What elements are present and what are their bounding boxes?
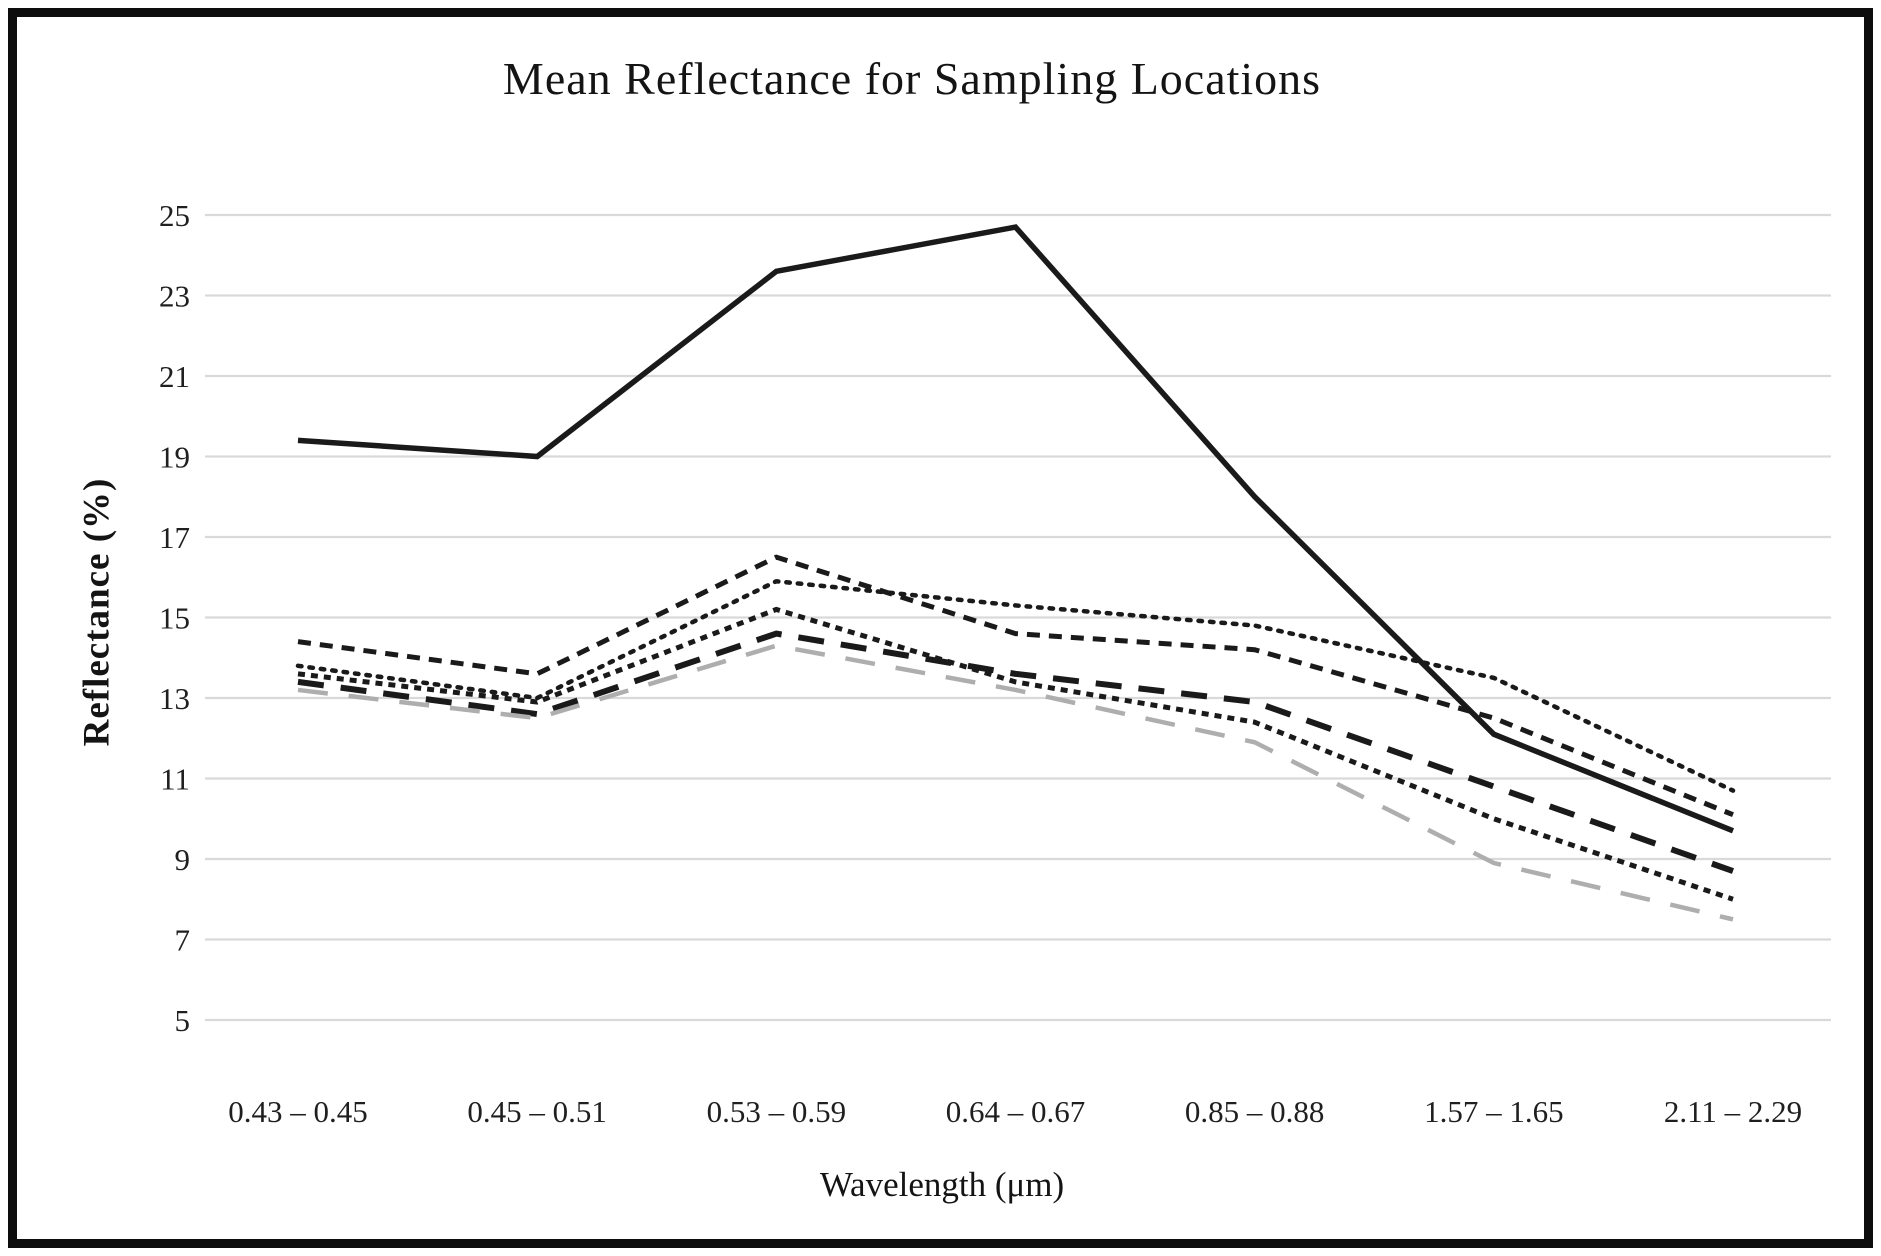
x-tick-label-0: 0.43 – 0.45 — [228, 1094, 368, 1129]
y-tick-label-13: 13 — [159, 681, 190, 716]
x-axis-title: Wavelength (μm) — [819, 1165, 1065, 1204]
y-tick-label-7: 7 — [175, 923, 191, 958]
series-dot-line — [295, 578, 1736, 793]
x-tick-label-6: 2.11 – 2.29 — [1664, 1094, 1802, 1129]
y-tick-label-9: 9 — [175, 842, 191, 877]
x-tick-label-2: 0.53 – 0.59 — [707, 1094, 847, 1129]
series-square-dot-line — [297, 606, 1734, 902]
chart-title: Mean Reflectance for Sampling Locations — [502, 53, 1322, 104]
y-tick-label-21: 21 — [159, 359, 190, 394]
series-gray-long-dash-line — [297, 643, 1734, 922]
x-tick-label-1: 0.45 – 0.51 — [467, 1094, 607, 1129]
y-tick-label-5: 5 — [175, 1003, 191, 1038]
y-tick-label-25: 25 — [159, 198, 190, 233]
y-tick-label-17: 17 — [159, 520, 190, 555]
series-solid-line — [297, 224, 1735, 834]
y-tick-label-19: 19 — [159, 440, 190, 475]
y-tick-label-15: 15 — [159, 601, 190, 636]
y-tick-label-23: 23 — [159, 279, 190, 314]
x-tick-label-3: 0.64 – 0.67 — [946, 1094, 1086, 1129]
x-tick-label-5: 1.57 – 1.65 — [1424, 1094, 1564, 1129]
series-dash-line — [297, 554, 1734, 818]
x-tick-label-4: 0.85 – 0.88 — [1185, 1094, 1325, 1129]
series-long-dash-line — [297, 630, 1734, 874]
y-tick-label-11: 11 — [160, 762, 190, 797]
